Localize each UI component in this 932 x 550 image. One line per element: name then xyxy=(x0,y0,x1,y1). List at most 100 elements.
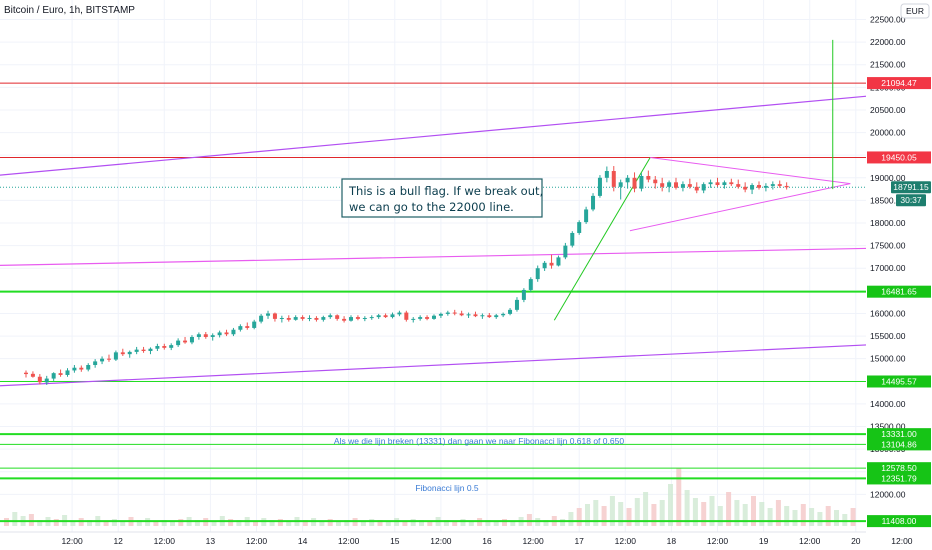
candle-body xyxy=(667,182,672,187)
candle-body xyxy=(521,289,526,300)
volume-bar xyxy=(37,520,43,526)
currency-button[interactable]: EUR xyxy=(900,3,930,19)
time-tick-label: 19 xyxy=(759,536,769,546)
candle-body xyxy=(155,346,160,349)
candle-body xyxy=(286,317,291,320)
price-level-tag xyxy=(867,151,931,164)
candle-body xyxy=(44,378,49,383)
price-level-tag-label: 13331.00 xyxy=(881,429,917,439)
price-tick-label: 21500.00 xyxy=(870,60,906,70)
note-line-2: we can go to the 22000 line. xyxy=(349,200,514,214)
candle-body xyxy=(362,317,367,319)
candle-body xyxy=(632,177,637,189)
time-tick-label: 20 xyxy=(851,536,861,546)
fibonacci-break-note[interactable]: Als we die lijn breken (13331) dan gaan … xyxy=(334,436,624,446)
price-level-tag-label: 14495.57 xyxy=(881,376,917,386)
candle-body xyxy=(342,318,347,321)
price-level-tag xyxy=(867,428,931,441)
horizontal-levels[interactable] xyxy=(0,82,866,523)
candle-body xyxy=(431,315,436,319)
time-tick-label: 12:00 xyxy=(799,536,821,546)
volume-bar xyxy=(568,512,574,526)
price-level-tag xyxy=(867,438,931,451)
volume-bar xyxy=(443,520,449,526)
volume-bar xyxy=(460,519,466,526)
candle-body xyxy=(597,177,602,196)
volume-bar xyxy=(87,520,92,526)
candle-body xyxy=(722,182,727,186)
candle-body xyxy=(369,317,374,319)
price-level-tag-label: 11408.00 xyxy=(882,516,917,526)
price-level-tag xyxy=(867,77,931,90)
time-tick-label: 12:00 xyxy=(430,536,452,546)
volume-bar xyxy=(609,496,615,526)
candle-body xyxy=(328,315,333,318)
price-level-tag-label: 16481.65 xyxy=(881,287,917,297)
candle-body xyxy=(418,317,423,319)
candle-body xyxy=(100,358,105,362)
candle-body xyxy=(397,312,402,315)
volume-bar xyxy=(618,502,624,526)
time-tick-label: 14 xyxy=(298,536,308,546)
price-tick-label: 22000.00 xyxy=(870,37,906,47)
candle-body xyxy=(162,346,167,348)
candle-body xyxy=(24,372,28,375)
candle-body xyxy=(514,299,519,310)
candle-body xyxy=(653,179,658,184)
volume-bar xyxy=(543,520,549,526)
volume-bar xyxy=(336,521,341,526)
volume-bar xyxy=(585,504,590,526)
volume-bar xyxy=(676,468,682,526)
volume-bar xyxy=(410,519,416,526)
volume-bar xyxy=(809,508,815,526)
price-level-tag xyxy=(867,462,931,475)
candle-body xyxy=(321,317,326,320)
candle-body xyxy=(701,184,706,191)
trendline[interactable] xyxy=(650,156,851,185)
volume-bar xyxy=(377,520,383,526)
candle-body xyxy=(508,309,513,314)
candle-body xyxy=(687,184,692,187)
volume-bar xyxy=(178,519,184,526)
volume-bar xyxy=(834,510,839,526)
candle-body xyxy=(376,315,381,318)
time-tick-label: 12:00 xyxy=(615,536,637,546)
volume-bar xyxy=(510,521,516,526)
trendline[interactable] xyxy=(0,246,932,267)
candle-body xyxy=(660,183,665,187)
candle-body xyxy=(556,257,561,266)
volume-bar xyxy=(170,521,175,526)
price-tick-label: 17000.00 xyxy=(870,263,906,273)
volume-bar xyxy=(726,492,732,526)
candle-body xyxy=(189,336,194,343)
volume-bar xyxy=(468,521,474,526)
candle-body xyxy=(65,370,70,375)
volume-bar xyxy=(103,522,109,526)
candle-body xyxy=(473,314,478,317)
candle-body xyxy=(120,352,125,355)
volume-bar xyxy=(526,514,532,526)
candle-body xyxy=(383,315,388,318)
trendline[interactable] xyxy=(0,341,932,387)
volume-bar xyxy=(502,519,507,526)
trendline[interactable] xyxy=(629,183,851,232)
trendline[interactable] xyxy=(0,89,932,178)
time-axis[interactable] xyxy=(0,532,932,550)
volume-bar xyxy=(111,519,117,526)
candle-body xyxy=(639,175,644,189)
volume-bar xyxy=(369,519,375,526)
volume-bar xyxy=(593,500,599,526)
candle-body xyxy=(487,315,492,318)
price-axis[interactable] xyxy=(866,0,932,550)
volume-bar xyxy=(659,500,665,526)
candle-body xyxy=(549,262,554,266)
price-tick-label: 13500.00 xyxy=(870,422,906,432)
candle-body xyxy=(750,185,755,190)
volume-bar xyxy=(717,506,723,526)
volume-bar xyxy=(319,522,325,526)
bull-flag-note[interactable]: This is a bull flag. If we break out, we… xyxy=(341,178,543,218)
volume-bar xyxy=(360,521,366,526)
fibonacci-05-note[interactable]: Fibonacci lijn 0.5 xyxy=(415,483,479,493)
candle-body xyxy=(86,365,91,370)
price-tick-label: 17500.00 xyxy=(870,241,906,251)
